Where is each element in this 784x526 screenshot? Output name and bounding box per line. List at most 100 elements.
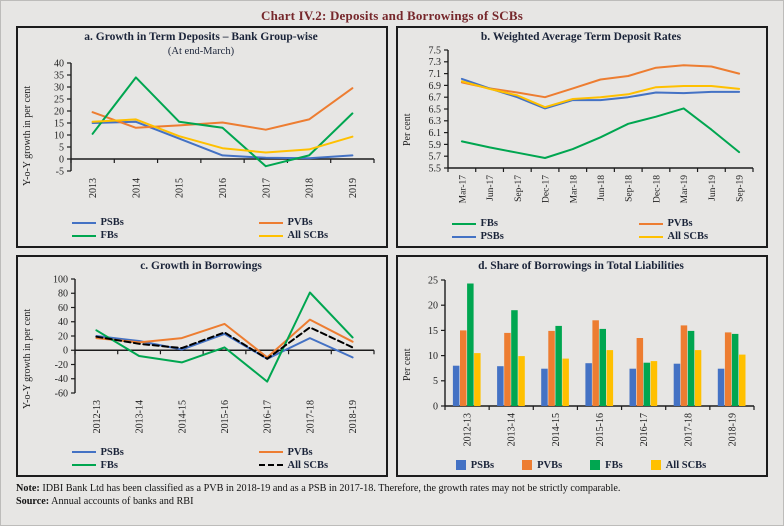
svg-text:Mar-18: Mar-18 (569, 175, 579, 204)
svg-text:2017-18: 2017-18 (305, 400, 316, 433)
legend-swatch (455, 460, 466, 470)
svg-text:6.9: 6.9 (429, 81, 442, 92)
panel-a-chart-area: Y-o-Y growth in per cent 40 35 30 25 20 15 10 5… (20, 58, 382, 213)
legend-item-all-scbs: All SCBs (258, 230, 331, 241)
svg-text:2015: 2015 (175, 178, 186, 198)
note-text: IDBI Bank Ltd has been classified as a P… (39, 483, 621, 494)
footnotes: Note: IDBI Bank Ltd has been classified … (16, 482, 768, 508)
svg-text:2012-13: 2012-13 (463, 413, 474, 446)
legend-label: PVBs (287, 217, 313, 228)
svg-text:15: 15 (54, 118, 64, 129)
panel-a-y-axis-label: Y-o-Y growth in per cent (22, 85, 33, 186)
svg-text:2016: 2016 (218, 178, 229, 198)
svg-text:2016-17: 2016-17 (639, 413, 650, 446)
panel-b-chart-area: Per cent 7.5 7.3 7.1 6.9 6.7 6.5 6.3 6.1 5.9 5.7 5… (400, 45, 762, 215)
legend-swatch (590, 460, 601, 470)
panel-c-plot: 100 80 60 40 20 0 -20 -40 -60 2012-13 2013-14 2014-… (53, 274, 375, 433)
svg-text:7.3: 7.3 (429, 57, 442, 68)
svg-text:40: 40 (54, 58, 64, 69)
svg-text:2013: 2013 (88, 178, 99, 198)
source-text: Annual accounts of banks and RBI (49, 496, 194, 507)
svg-text:0: 0 (433, 401, 438, 412)
svg-text:Mar-17: Mar-17 (458, 175, 468, 204)
svg-text:10: 10 (428, 351, 438, 362)
legend-item-pvbs: PVBs (522, 460, 562, 471)
legend-label: All SCBs (287, 230, 329, 241)
svg-text:2014-15: 2014-15 (177, 400, 188, 433)
svg-text:10: 10 (54, 130, 64, 141)
svg-text:Sep-17: Sep-17 (514, 175, 524, 202)
legend-swatch (258, 234, 283, 237)
panel-a-term-deposit-growth: a. Growth in Term Deposits – Bank Group-… (16, 26, 388, 248)
legend-item-psbs: PSBs (451, 231, 524, 242)
svg-text:Dec-18: Dec-18 (652, 175, 662, 203)
panel-b-plot: 7.57.37.16.96.76.56.36.15.95.75.5 Mar-17 J… (429, 45, 754, 204)
legend-swatch (638, 235, 663, 238)
svg-text:Mar-19: Mar-19 (680, 175, 690, 204)
svg-text:-60: -60 (55, 388, 68, 399)
panel-b-deposit-rates: b. Weighted Average Term Deposit Rates P… (396, 26, 768, 248)
legend-swatch (71, 234, 96, 237)
svg-text:0: 0 (59, 154, 64, 165)
svg-text:-40: -40 (55, 374, 68, 385)
svg-text:35: 35 (54, 70, 64, 81)
panel-c-y-axis-label: Y-o-Y growth in per cent (22, 308, 33, 409)
legend-swatch (451, 235, 476, 238)
svg-text:6.7: 6.7 (429, 93, 442, 104)
legend-item-fbs: FBs (451, 218, 524, 229)
svg-text:2017-18: 2017-18 (683, 413, 694, 446)
svg-text:Sep-18: Sep-18 (625, 175, 635, 202)
svg-text:7.1: 7.1 (429, 69, 442, 80)
svg-text:5.9: 5.9 (429, 140, 442, 151)
svg-text:-20: -20 (55, 360, 68, 371)
legend-item-fbs: FBs (71, 230, 144, 241)
panel-a-title: a. Growth in Term Deposits – Bank Group-… (84, 31, 318, 43)
legend-label: PSBs (100, 217, 124, 228)
svg-text:6.3: 6.3 (429, 116, 442, 127)
svg-text:Jun-18: Jun-18 (597, 175, 607, 201)
svg-text:20: 20 (428, 301, 438, 312)
svg-text:6.1: 6.1 (429, 128, 442, 139)
legend-label: PSBs (470, 459, 495, 471)
panel-d-legend: PSBs PVBs FBs All SCBs (400, 456, 762, 474)
svg-text:5.5: 5.5 (429, 163, 442, 174)
legend-swatch (71, 464, 96, 466)
svg-text:2015-16: 2015-16 (220, 400, 231, 433)
svg-text:5: 5 (433, 376, 438, 387)
legend-item-fbs: FBs (71, 460, 144, 471)
svg-text:Dec-17: Dec-17 (542, 175, 552, 203)
legend-label: FBs (605, 459, 623, 471)
panel-a-legend: PSBs PVBs FBs All SCBs (20, 213, 382, 245)
svg-text:40: 40 (58, 317, 68, 328)
panel-b-title: b. Weighted Average Term Deposit Rates (480, 31, 682, 43)
svg-text:2019: 2019 (348, 178, 359, 198)
source-line: Source: Annual accounts of banks and RBI (16, 495, 768, 508)
legend-swatch (638, 222, 663, 225)
panel-d-y-axis-label: Per cent (402, 348, 413, 382)
panel-c-borrowings-growth: c. Growth in Borrowings Y-o-Y growth in … (16, 255, 388, 477)
note-line: Note: IDBI Bank Ltd has been classified … (16, 482, 768, 495)
svg-text:2016-17: 2016-17 (263, 400, 274, 433)
panel-c-chart-area: Y-o-Y growth in per cent 100 80 60 40 20 0 -20… (20, 274, 382, 443)
note-label: Note: (16, 483, 40, 494)
legend-swatch (522, 460, 533, 470)
legend-label: PSBs (480, 231, 504, 242)
svg-text:2018-19: 2018-19 (348, 400, 359, 433)
legend-swatch (258, 221, 283, 224)
legend-item-all-scbs: All SCBs (258, 460, 331, 471)
legend-label: PVBs (537, 459, 563, 471)
svg-text:5: 5 (59, 142, 64, 153)
legend-label: All SCBs (665, 459, 707, 471)
legend-label: PVBs (667, 218, 693, 229)
legend-label: All SCBs (667, 231, 709, 242)
svg-text:7.5: 7.5 (429, 45, 442, 56)
legend-swatch (258, 451, 283, 453)
svg-text:25: 25 (428, 275, 438, 286)
svg-text:60: 60 (58, 303, 68, 314)
legend-item-pvbs: PVBs (258, 217, 331, 228)
svg-text:6.5: 6.5 (429, 104, 442, 115)
legend-swatch (71, 451, 96, 453)
svg-text:2015-16: 2015-16 (595, 413, 606, 446)
